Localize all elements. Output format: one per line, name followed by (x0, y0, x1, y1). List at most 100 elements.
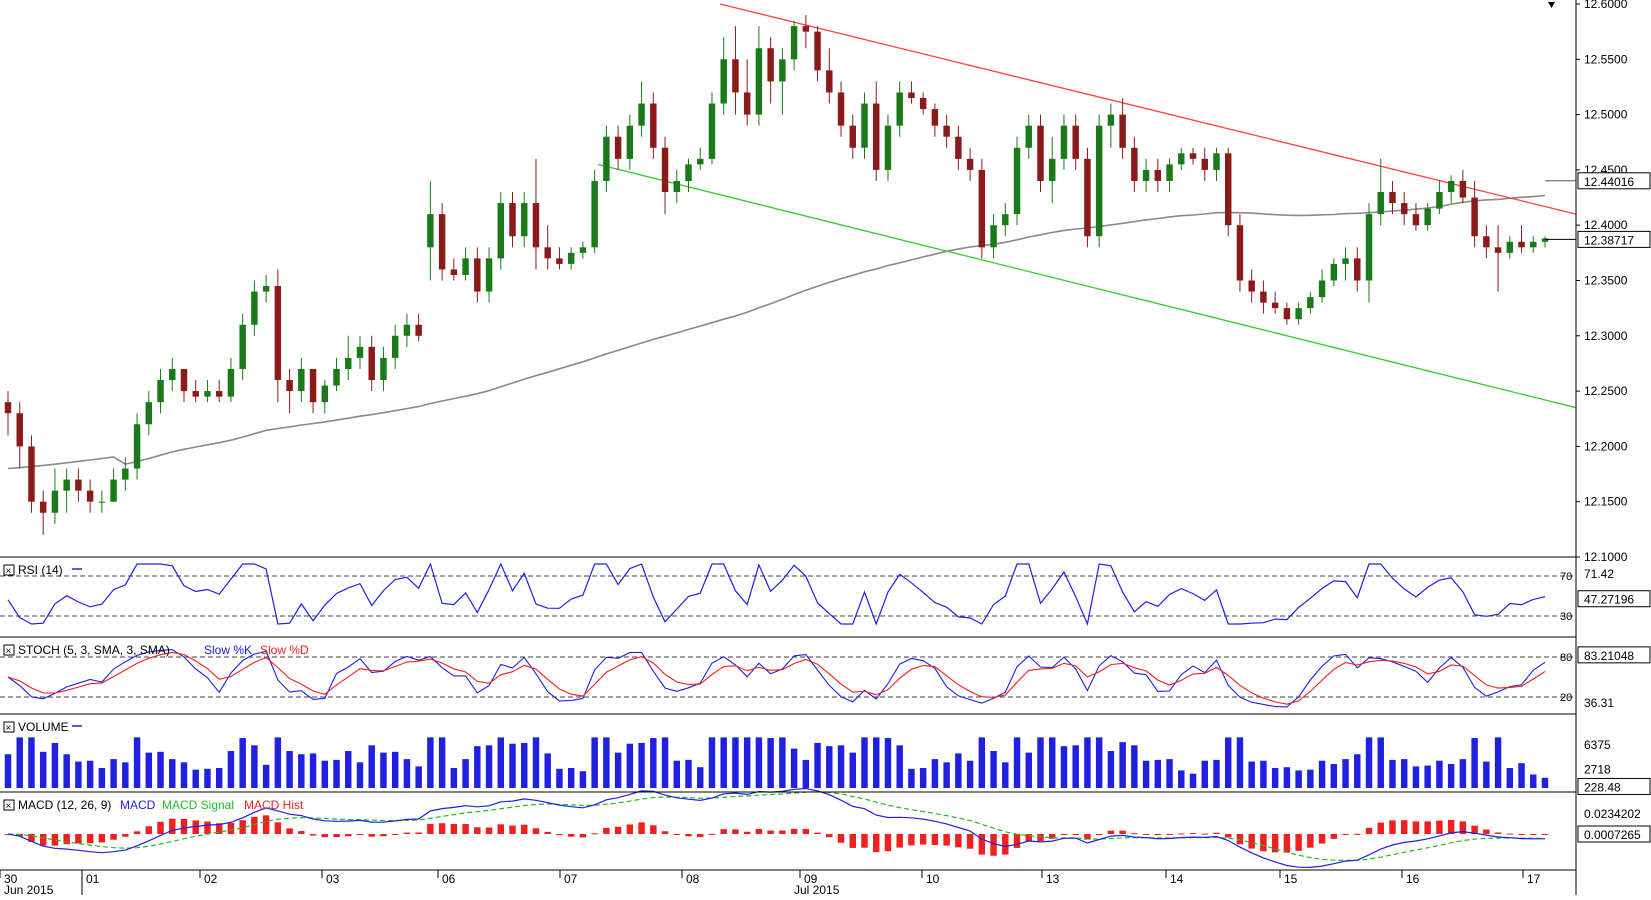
macd-histogram-bar (1236, 834, 1244, 845)
candle-body (673, 180, 680, 193)
macd-histogram-bar (403, 832, 411, 834)
chart-options-icon (1548, 2, 1555, 8)
current-price-label-box (1577, 230, 1651, 248)
candle-body (380, 357, 387, 381)
stoch-scale-label: 36.31 (1584, 696, 1614, 710)
volume-bar (333, 759, 340, 788)
macd-histogram-bar (321, 834, 329, 838)
macd-histogram-bar (1307, 834, 1314, 848)
volume-bar (1224, 737, 1232, 788)
volume-bar (955, 753, 962, 788)
macd-histogram-bar (908, 834, 915, 846)
macd-histogram-bar (509, 825, 516, 834)
candle-body (1142, 169, 1150, 181)
volume-bar (1365, 737, 1373, 788)
candle-body (1318, 280, 1326, 298)
candle-body (1342, 258, 1349, 264)
volume-bar (1119, 742, 1126, 788)
macd-histogram-bar (86, 834, 94, 844)
candle-body (215, 391, 223, 397)
candle-body (614, 136, 622, 159)
candle-body (931, 109, 939, 126)
date-label: 03 (326, 872, 340, 886)
macd-value-label-box (1577, 825, 1651, 843)
volume-bar (98, 768, 106, 788)
macd-histogram-bar (1037, 834, 1044, 842)
volume-bar (1131, 745, 1138, 788)
candle-body (567, 252, 575, 264)
macd-histogram-bar (1013, 834, 1021, 848)
volume-bar (673, 760, 680, 788)
candle-body (1224, 153, 1232, 226)
volume-bar (1213, 759, 1220, 788)
macd-histogram-bar (133, 831, 141, 834)
macd-histogram-bar (685, 834, 692, 837)
macd-histogram-bar (239, 820, 246, 834)
volume-bar (321, 760, 329, 788)
candle-body (1424, 208, 1431, 226)
volume-bar (685, 759, 692, 788)
macd-histogram-bar (1518, 834, 1525, 835)
volume-bar (790, 748, 798, 788)
volume-bar (262, 764, 270, 788)
volume-bar (1483, 761, 1490, 788)
ma-value-label: 12.44016 (1584, 175, 1634, 189)
macd-histogram-bar (1506, 833, 1514, 835)
candle-body (591, 180, 598, 248)
volume-bar (1095, 737, 1103, 788)
candle-body (685, 164, 692, 181)
volume-bar (403, 759, 411, 788)
candle-body (1506, 241, 1514, 253)
macd-histogram-bar (345, 834, 352, 837)
candle-body (1354, 258, 1361, 281)
volume-panel: 6375 2718 228.48 × VOLUME (3, 720, 1651, 795)
macd-legend-macd: MACD (120, 798, 156, 812)
macd-histogram-bar (802, 828, 810, 834)
volume-bar (1107, 751, 1115, 788)
panel-close-icon (3, 799, 15, 811)
candle-body (1166, 164, 1173, 181)
candle-body (826, 70, 833, 93)
macd-histogram-bar (1260, 834, 1267, 852)
macd-histogram-bar (356, 834, 364, 835)
macd-histogram-bar (1318, 834, 1326, 844)
candle-body (1330, 263, 1338, 281)
candle-body (204, 391, 211, 397)
volume-bar (1389, 759, 1396, 788)
volume-bar (1072, 745, 1079, 788)
macd-histogram-bar (591, 833, 598, 835)
volume-bar (1048, 737, 1056, 788)
volume-bar (28, 737, 35, 788)
volume-scale-label: 6375 (1584, 738, 1611, 752)
candle-body (180, 368, 188, 392)
candle-body (1471, 197, 1478, 237)
macd-histogram-bar (1107, 830, 1115, 834)
volume-bar (1447, 763, 1455, 788)
macd-histogram-bar (180, 819, 188, 834)
candle-body (556, 258, 563, 264)
volume-bar (368, 745, 375, 788)
volume-bar (438, 737, 446, 788)
macd-histogram-bar (673, 834, 680, 835)
macd-title: MACD (12, 26, 9) (18, 798, 111, 812)
macd-histogram-bar (837, 834, 845, 843)
candle-body (298, 368, 305, 392)
candle-body (1283, 308, 1291, 320)
macd-histogram-bar (697, 834, 704, 838)
volume-bar (51, 742, 59, 788)
candle-body (192, 391, 199, 397)
candle-body (1013, 147, 1021, 215)
candle-body (732, 59, 739, 93)
candle-body (532, 203, 540, 248)
candle-body (638, 103, 645, 126)
volume-bar (579, 771, 587, 788)
volume-bar (415, 766, 422, 788)
candle-body (697, 158, 704, 165)
candle-body (485, 258, 493, 292)
volume-bar (1013, 737, 1021, 788)
candle-body (1189, 153, 1197, 159)
candle-body (110, 479, 117, 502)
volume-bar (1283, 767, 1291, 788)
volume-bar (814, 742, 821, 788)
macd-histogram-bar (743, 831, 751, 834)
